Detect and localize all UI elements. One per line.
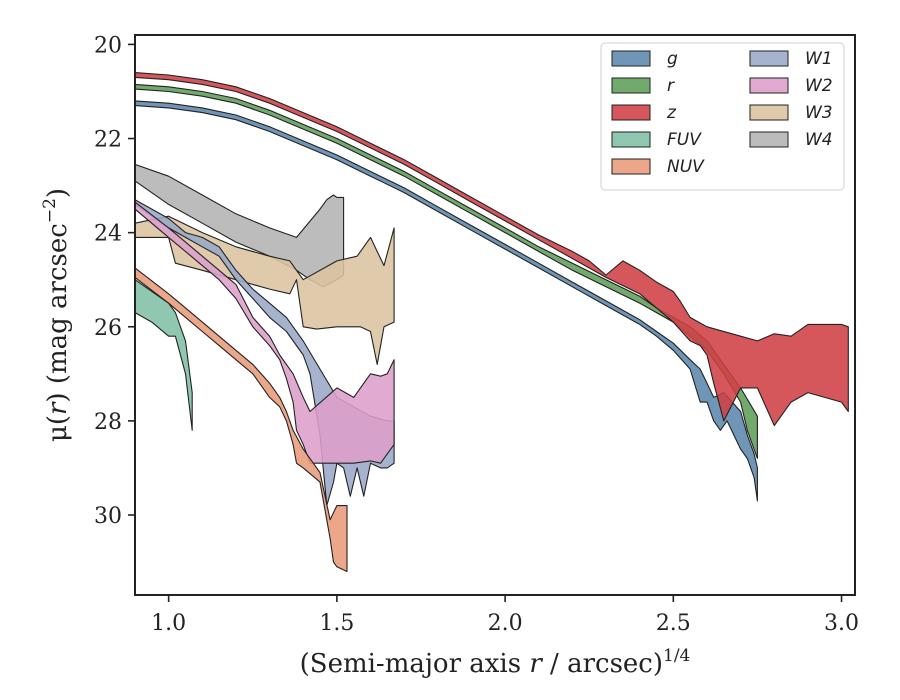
legend-swatch-w4 [749,131,789,148]
x-tick-label: 2.5 [656,611,691,636]
x-tick-label: 2.0 [488,611,523,636]
series-band-fuv [135,279,193,431]
series-band-w4 [135,163,345,288]
legend: grz FUV NUV W1 W2 W3 W4 [600,42,845,191]
series-layer [135,72,849,573]
plot-frame [134,34,856,596]
legend-swatch-z [611,104,651,121]
series-band-g [135,100,758,502]
legend-label-r: r [667,76,675,96]
legend-swatch-w3 [749,104,789,121]
y-tick-label: 30 [94,504,122,529]
ticks-layer: 1.0 1.5 2.0 2.5 3.0 20 22 24 26 28 30 [94,33,859,636]
legend-swatch-r [611,77,651,94]
x-axis-label: (Semi-major axis r / arcsec)1/4 [300,646,691,679]
legend-label-w3: W3 [805,103,833,123]
y-axis-label: μ(r) (mag arcsec−2) [40,188,73,442]
legend-label-w2: W2 [805,76,833,96]
series-band-w2 [135,201,395,464]
legend-label-z: z [666,103,677,123]
legend-label-w4: W4 [805,130,833,150]
x-tick-label: 1.5 [319,611,354,636]
legend-swatch-g [611,50,651,67]
y-tick-label: 28 [94,410,122,435]
series-band-z [135,72,849,427]
x-tick-label: 1.0 [151,611,186,636]
legend-label-fuv: FUV [667,130,702,150]
series-band-r [135,83,758,460]
y-tick-label: 24 [94,222,122,247]
y-tick-label: 20 [94,33,122,58]
y-tick-label: 26 [94,316,122,341]
legend-label-nuv: NUV [667,157,705,177]
legend-swatch-nuv [611,158,651,175]
legend-swatch-w2 [749,77,789,94]
legend-swatch-fuv [611,131,651,148]
series-band-nuv [135,267,348,573]
series-band-w3 [135,215,395,365]
legend-label-w1: W1 [805,49,833,69]
legend-label-g: g [667,49,678,69]
legend-swatch-w1 [749,50,789,67]
y-tick-label: 22 [94,128,122,153]
x-tick-label: 3.0 [824,611,859,636]
